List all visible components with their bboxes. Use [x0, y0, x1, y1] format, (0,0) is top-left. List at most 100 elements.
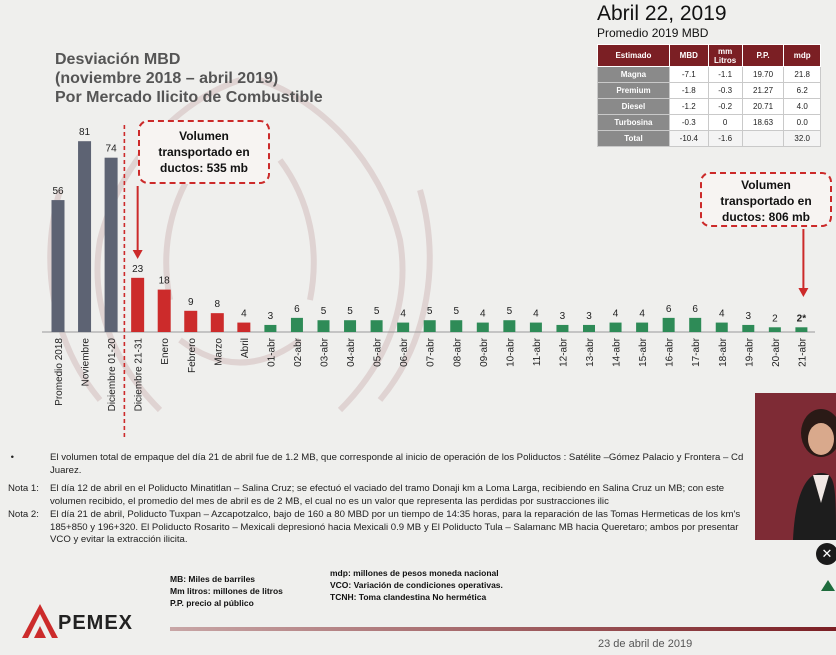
- bar-value-label-7: 4: [241, 309, 247, 320]
- category-label-27: 20-abr: [771, 337, 782, 367]
- bar-value-label-18: 4: [533, 309, 539, 320]
- bar-22: [636, 322, 649, 332]
- summary-row: Magna -7.1 -1.1 19.70 21.8: [597, 66, 821, 83]
- category-label-0: Promedio 2018: [54, 338, 65, 406]
- bar-value-label-8: 3: [268, 311, 274, 322]
- category-label-13: 06-abr: [399, 337, 410, 367]
- bar-7: [237, 322, 251, 332]
- bar-4: [157, 289, 171, 332]
- bar-17: [503, 320, 516, 332]
- bar-1: [78, 141, 92, 332]
- callout-left-line-2: transportado en: [158, 145, 250, 159]
- pemex-logo-icon: [22, 604, 58, 638]
- note-2-text: El día 21 de abril, Poliducto Tuxpan – A…: [50, 509, 741, 545]
- summary-row-label: Total: [597, 130, 670, 147]
- bar-21: [609, 322, 622, 332]
- legend-left-item: Mm litros: millones de litros: [170, 586, 283, 596]
- summary-cell: -1.8: [668, 82, 709, 99]
- callout-right: Volumen transportado en ductos: 806 mb: [700, 172, 832, 227]
- note-1-label: Nota 1:: [8, 483, 39, 494]
- bar-9: [290, 317, 303, 332]
- callout-left-line-1: Volumen: [179, 129, 229, 143]
- category-label-12: 05-abr: [373, 337, 384, 367]
- category-label-17: 10-abr: [505, 337, 516, 367]
- play-triangle-icon[interactable]: [821, 580, 835, 591]
- close-icon[interactable]: ✕: [816, 543, 836, 565]
- bar-value-label-14: 5: [427, 306, 433, 317]
- bar-value-label-27: 2: [772, 313, 778, 324]
- category-label-4: Enero: [160, 338, 171, 365]
- category-label-3: Diciembre 21-31: [134, 338, 145, 412]
- bar-24: [689, 317, 702, 332]
- callout-right-line-1: Volumen: [741, 178, 791, 192]
- callout-right-line-3: ductos: 806 mb: [721, 210, 811, 224]
- callout-left-line-3: ductos: 535 mb: [159, 161, 249, 175]
- summary-cell: 4.0: [783, 98, 821, 115]
- bar-value-label-4: 18: [159, 276, 171, 287]
- bar-20: [583, 324, 595, 332]
- bar-value-label-24: 6: [692, 304, 698, 315]
- summary-row: Total -10.4 -1.6 32.0: [597, 130, 821, 147]
- summary-header-cell: Estimado: [597, 44, 670, 67]
- bar-value-label-23: 6: [666, 304, 672, 315]
- bar-value-label-3: 23: [132, 264, 144, 275]
- note-2: Nota 2: El día 21 de abril, Poliducto Tu…: [8, 509, 754, 547]
- category-label-22: 15-abr: [638, 337, 649, 367]
- bar-12: [370, 320, 383, 332]
- bar-6: [210, 313, 224, 332]
- bar-value-label-6: 8: [215, 299, 221, 310]
- summary-cell: -1.1: [707, 66, 743, 83]
- notes-section: • El volumen total de empaque del día 21…: [8, 452, 754, 547]
- summary-cell: 32.0: [783, 130, 821, 147]
- category-label-5: Febrero: [187, 338, 198, 373]
- legend-right-item: mdp: millones de pesos moneda nacional: [330, 568, 499, 578]
- category-label-6: Marzo: [213, 338, 224, 366]
- chart-title-line-1: Desviación MBD: [55, 51, 181, 68]
- category-label-28: 21-abr: [797, 337, 808, 367]
- legend-left-item: P.P. precio al público: [170, 598, 254, 608]
- summary-cell: -0.3: [707, 82, 743, 99]
- bar-16: [476, 322, 489, 332]
- category-label-26: 19-abr: [744, 337, 755, 367]
- callout-right-line-2: transportado en: [720, 194, 812, 208]
- category-label-23: 16-abr: [665, 337, 676, 367]
- category-label-7: Abril: [240, 338, 251, 358]
- note-bullet: • El volumen total de empaque del día 21…: [8, 452, 754, 477]
- legend-right: mdp: millones de pesos moneda nacional V…: [330, 567, 503, 603]
- category-label-14: 07-abr: [426, 337, 437, 367]
- summary-row-label: Diesel: [597, 98, 670, 115]
- category-label-11: 04-abr: [346, 337, 357, 367]
- summary-header-cell: mm Litros: [707, 44, 743, 67]
- summary-cell: -1.6: [707, 130, 743, 147]
- bar-value-label-15: 5: [453, 306, 459, 317]
- bar-2: [104, 157, 118, 332]
- bar-8: [264, 324, 277, 332]
- bar-value-label-26: 3: [746, 311, 752, 322]
- bullet-mark: •: [8, 452, 15, 463]
- bar-value-label-10: 5: [321, 306, 327, 317]
- summary-row-label: Turbosina: [597, 114, 670, 131]
- summary-header-cell: P.P.: [741, 44, 785, 67]
- callout-left: Volumen transportado en ductos: 535 mb: [138, 120, 270, 184]
- bar-25: [715, 322, 728, 332]
- bar-27: [768, 327, 781, 332]
- bar-26: [742, 324, 755, 332]
- video-overlay[interactable]: [755, 393, 836, 540]
- bar-18: [529, 322, 542, 332]
- category-label-2: Diciembre 01-20: [107, 338, 118, 412]
- category-label-16: 09-abr: [479, 337, 490, 367]
- category-label-21: 14-abr: [612, 337, 623, 367]
- pemex-logo-text: PEMEX: [58, 612, 134, 634]
- note-bullet-text: El volumen total de empaque del día 21 d…: [50, 452, 744, 476]
- category-label-25: 18-abr: [718, 337, 729, 367]
- category-label-10: 03-abr: [320, 337, 331, 367]
- bar-value-label-2: 74: [106, 144, 118, 155]
- legend-left-item: MB: Miles de barriles: [170, 574, 256, 584]
- bar-value-label-9: 6: [294, 304, 300, 315]
- bar-15: [450, 320, 463, 332]
- summary-row-label: Magna: [597, 66, 670, 83]
- bar-13: [397, 322, 410, 332]
- category-label-9: 02-abr: [293, 337, 304, 367]
- legend-right-item: TCNH: Toma clandestina No hermética: [330, 592, 487, 602]
- category-label-15: 08-abr: [452, 337, 463, 367]
